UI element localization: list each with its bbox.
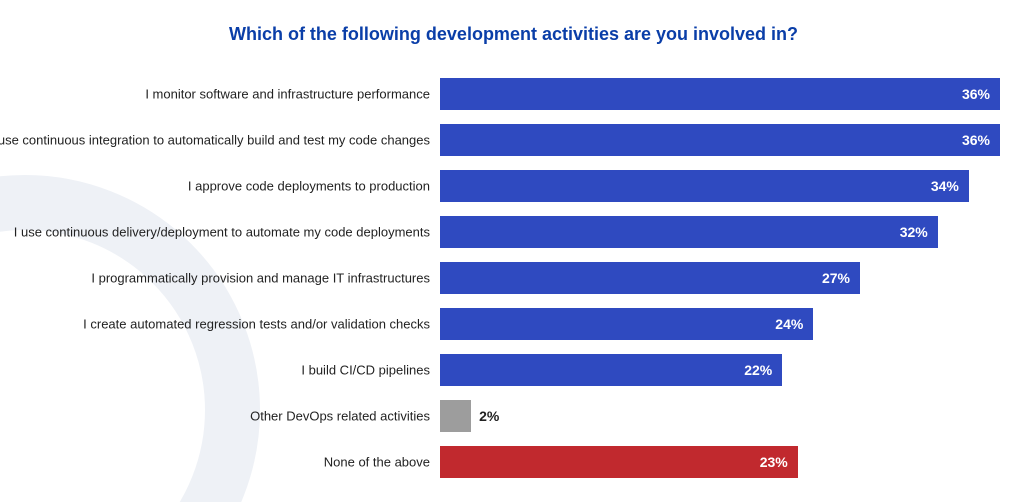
bar [440,400,471,432]
bar: 27% [440,262,860,294]
bar-category-label: I approve code deployments to production [188,179,440,194]
chart-row: I create automated regression tests and/… [0,305,1027,343]
chart-row: I monitor software and infrastructure pe… [0,75,1027,113]
bar-category-label: I use continuous delivery/deployment to … [14,225,440,240]
chart-row: Other DevOps related activities 2% [0,397,1027,435]
bar: 22% [440,354,782,386]
chart-row: I approve code deployments to production… [0,167,1027,205]
bar-value-label: 23% [760,454,788,470]
chart-row: I use continuous integration to automati… [0,121,1027,159]
bar-category-label: I create automated regression tests and/… [83,317,440,332]
bar: 36% [440,124,1000,156]
bar-value-label: 27% [822,270,850,286]
bar-category-label: I programmatically provision and manage … [91,271,440,286]
bar-value-label: 36% [962,86,990,102]
bars-area: I monitor software and infrastructure pe… [0,75,1027,489]
bar-value-label: 36% [962,132,990,148]
bar-category-label: Other DevOps related activities [250,409,440,424]
bar-value-label: 24% [775,316,803,332]
bar-value-label: 32% [900,224,928,240]
chart-row: I use continuous delivery/deployment to … [0,213,1027,251]
chart-row: I build CI/CD pipelines 22% [0,351,1027,389]
bar: 34% [440,170,969,202]
chart-row: I programmatically provision and manage … [0,259,1027,297]
bar-category-label: I monitor software and infrastructure pe… [145,87,440,102]
bar: 23% [440,446,798,478]
bar: 36% [440,78,1000,110]
bar-category-label: None of the above [324,455,440,470]
chart-row: None of the above 23% [0,443,1027,481]
bar-value-label: 2% [479,408,499,424]
bar-value-label: 22% [744,362,772,378]
bar: 32% [440,216,938,248]
bar-value-label: 34% [931,178,959,194]
bar-category-label: I use continuous integration to automati… [0,133,440,148]
bar: 24% [440,308,813,340]
bar-category-label: I build CI/CD pipelines [301,363,440,378]
chart-title: Which of the following development activ… [0,24,1027,45]
